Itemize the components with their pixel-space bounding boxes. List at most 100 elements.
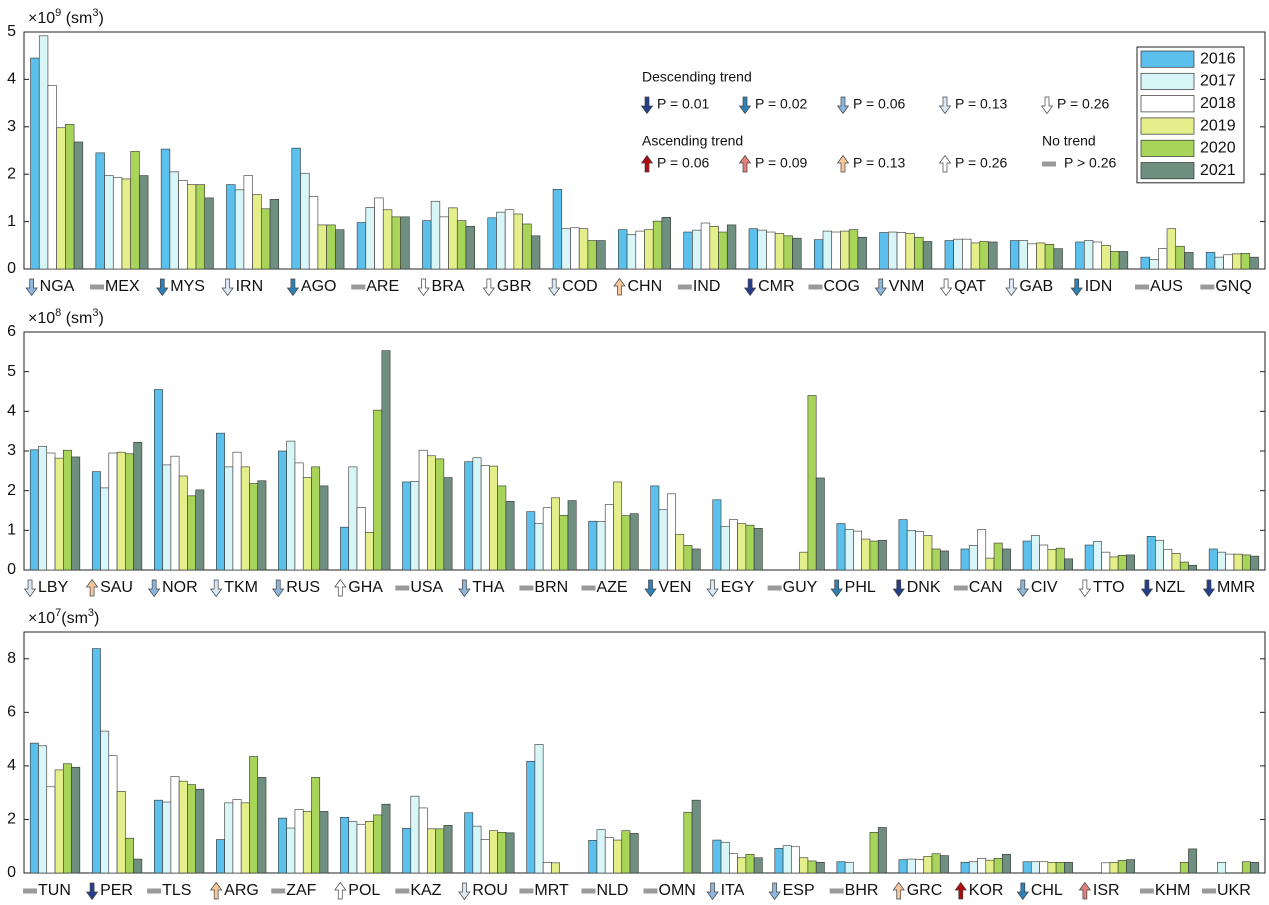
bar <box>807 395 817 571</box>
bar <box>729 519 738 571</box>
trend-marker <box>519 888 534 894</box>
x-tick-label: BRA <box>432 278 465 295</box>
bar <box>931 548 941 571</box>
trend-legend-label: P > 0.26 <box>1064 155 1117 171</box>
bar <box>683 811 693 874</box>
bar <box>626 234 637 270</box>
bar <box>91 648 101 874</box>
bar <box>435 828 445 874</box>
bar <box>745 524 755 571</box>
bar <box>356 222 367 270</box>
x-tick-label: NGA <box>40 278 75 295</box>
bar <box>257 777 267 874</box>
bar <box>822 230 833 270</box>
y-tick-label: 3 <box>7 442 16 459</box>
bar <box>650 485 660 571</box>
y-tick-label: 4 <box>7 757 16 774</box>
bar <box>561 228 571 270</box>
bar <box>844 529 854 571</box>
trend-legend-marker <box>640 154 654 173</box>
trend-marker <box>808 284 823 290</box>
bar <box>195 184 206 270</box>
bar <box>542 507 552 571</box>
bar <box>1075 241 1085 270</box>
x-tick-label: GNQ <box>1215 278 1251 295</box>
x-tick-label: EGY <box>721 579 755 596</box>
trend-legend-title: Descending trend <box>642 69 752 85</box>
bar <box>269 199 280 270</box>
x-tick-label: TUN <box>38 882 71 899</box>
y-tick-label: 6 <box>7 704 16 721</box>
trend-marker <box>23 579 37 598</box>
bar <box>505 832 515 874</box>
bar <box>30 57 40 270</box>
bar <box>291 147 301 270</box>
bar <box>960 861 970 874</box>
bar <box>216 839 225 874</box>
trend-marker <box>221 278 234 297</box>
trend-legend-label: P = 0.13 <box>853 155 906 171</box>
trend-marker <box>643 888 658 894</box>
bar <box>578 228 589 270</box>
bar <box>720 841 730 874</box>
bar <box>422 220 432 270</box>
bar <box>877 539 887 571</box>
y-axis-label-part: ×10 <box>28 310 55 327</box>
x-tick-label: GAB <box>1019 278 1053 295</box>
bar <box>133 441 143 571</box>
x-tick-label: KHM <box>1155 882 1191 899</box>
x-tick-label: TKM <box>224 579 258 596</box>
bar <box>464 812 474 874</box>
trend-marker <box>89 284 104 290</box>
bar <box>1109 556 1119 571</box>
x-tick-label: AUS <box>1150 278 1183 295</box>
bar <box>604 504 614 571</box>
plot-frame <box>23 331 1266 571</box>
x-tick-label: GBR <box>497 278 532 295</box>
x-tick-label: QAT <box>954 278 986 295</box>
y-axis-label-part: ) <box>99 310 104 327</box>
y-axis-label-part: (sm <box>61 10 92 27</box>
bar <box>104 175 114 270</box>
bar <box>1064 861 1073 874</box>
bar <box>1208 548 1218 571</box>
bar <box>931 853 941 874</box>
bar <box>944 240 954 270</box>
trend-marker <box>23 888 38 894</box>
bar <box>340 526 350 571</box>
bar <box>294 809 304 874</box>
bar <box>879 232 889 270</box>
trend-marker <box>334 881 347 900</box>
bar <box>1126 554 1135 571</box>
trend-marker <box>272 579 285 598</box>
bar <box>497 831 507 874</box>
y-tick-label: 0 <box>7 864 16 881</box>
bar <box>993 857 1003 874</box>
bar <box>774 233 785 270</box>
bar <box>100 487 110 571</box>
bar <box>249 483 259 571</box>
bar <box>73 141 84 270</box>
bar <box>748 228 759 270</box>
bar <box>29 449 39 571</box>
bar <box>1002 548 1011 571</box>
bar <box>162 464 172 571</box>
y-axis-label-part: (sm <box>61 610 88 627</box>
x-tick-label: VNM <box>889 278 925 295</box>
bar <box>923 535 933 571</box>
y-tick-label: 2 <box>7 482 16 499</box>
bar <box>243 175 253 270</box>
bar <box>374 197 384 270</box>
bar <box>1101 862 1111 874</box>
bar <box>596 240 606 270</box>
bar <box>456 220 467 270</box>
bar <box>831 231 841 270</box>
x-tick-label: BRN <box>534 579 568 596</box>
legend-swatch <box>1140 95 1195 113</box>
bar <box>487 217 497 270</box>
bar <box>848 229 859 270</box>
bar <box>1223 254 1233 270</box>
bar <box>443 477 453 571</box>
bar <box>985 859 995 874</box>
bar <box>311 777 321 874</box>
